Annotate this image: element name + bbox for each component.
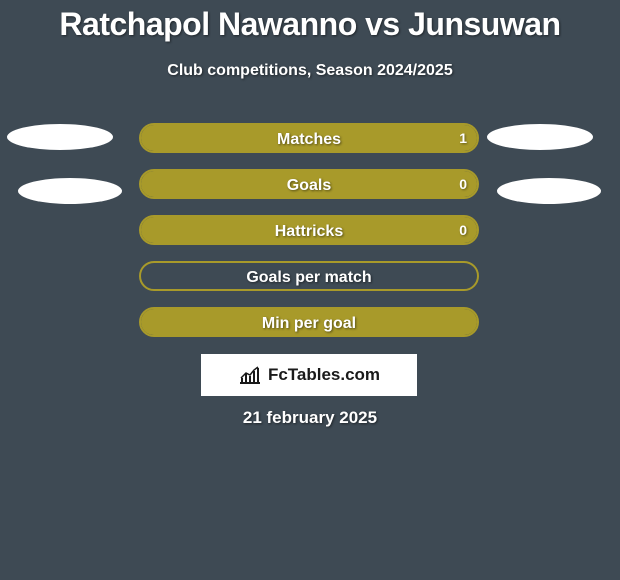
stat-bar: Hattricks0 (139, 215, 479, 245)
page-subtitle: Club competitions, Season 2024/2025 (0, 62, 620, 80)
stat-row: Matches1 (0, 123, 620, 153)
stat-value: 0 (459, 171, 467, 197)
stat-row: Min per goal (0, 307, 620, 337)
stat-label: Min per goal (141, 309, 477, 339)
stat-bar: Min per goal (139, 307, 479, 337)
brand-text: FcTables.com (268, 365, 380, 385)
stats-canvas: Ratchapol Nawanno vs Junsuwan Club compe… (0, 0, 620, 580)
stat-bar: Goals0 (139, 169, 479, 199)
stat-row: Goals per match (0, 261, 620, 291)
stat-value: 1 (459, 125, 467, 151)
stat-value: 0 (459, 217, 467, 243)
stat-bar: Goals per match (139, 261, 479, 291)
stat-row: Hattricks0 (0, 215, 620, 245)
page-title: Ratchapol Nawanno vs Junsuwan (0, 6, 620, 43)
stat-row: Goals0 (0, 169, 620, 199)
brand-box: FcTables.com (201, 354, 417, 396)
chart-icon (238, 365, 262, 385)
stat-bar: Matches1 (139, 123, 479, 153)
stat-label: Matches (141, 125, 477, 155)
stat-label: Hattricks (141, 217, 477, 247)
stat-label: Goals (141, 171, 477, 201)
footer-date: 21 february 2025 (0, 408, 620, 428)
stat-label: Goals per match (141, 263, 477, 293)
